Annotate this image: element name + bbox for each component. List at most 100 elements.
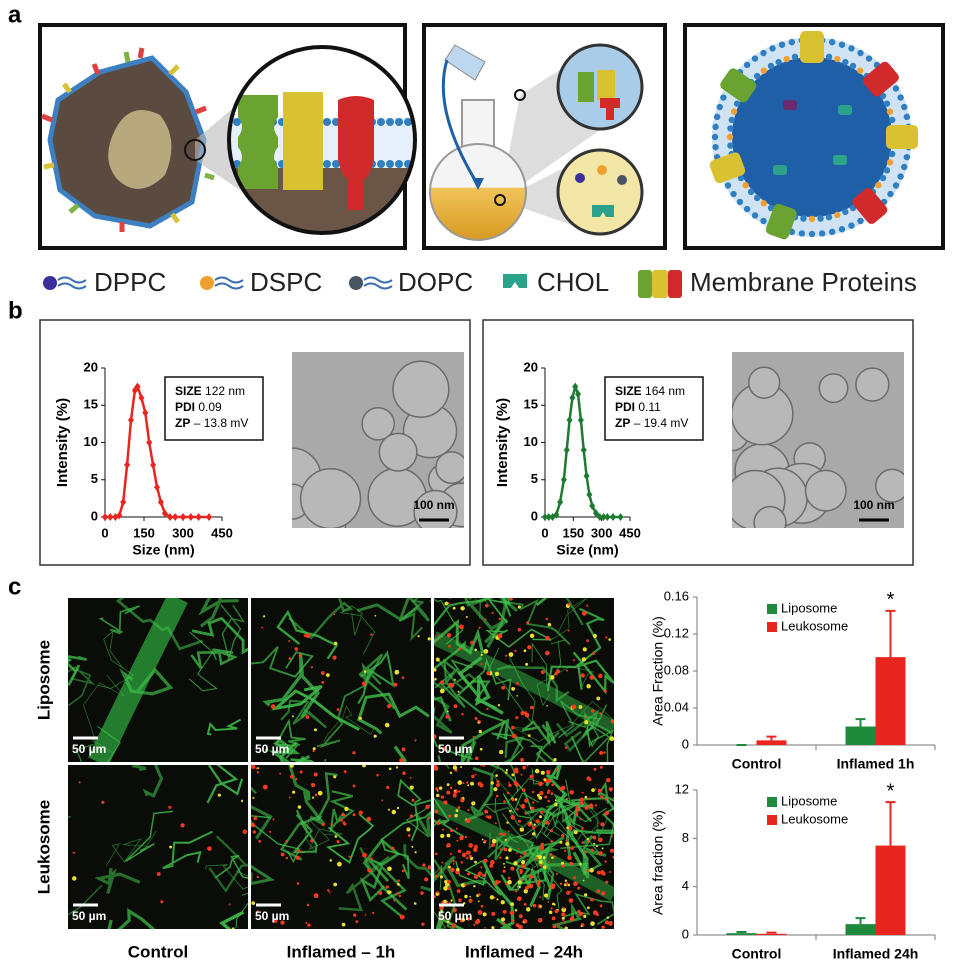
data-point <box>560 475 567 484</box>
stats-line: PDI 0.09 <box>175 400 222 414</box>
particle <box>495 774 499 777</box>
particle <box>386 890 391 895</box>
particle <box>590 921 595 926</box>
data-line <box>105 383 209 519</box>
particle <box>547 799 550 803</box>
particle <box>545 617 549 621</box>
scale-bar-label: 100 nm <box>413 498 454 512</box>
particle <box>550 792 554 795</box>
particle <box>352 751 356 755</box>
lipid-head <box>842 208 849 216</box>
particle <box>466 917 471 921</box>
lipid-head <box>838 41 846 48</box>
particle <box>606 916 610 919</box>
legend-label: CHOL <box>537 267 609 297</box>
particle <box>589 675 595 680</box>
y-tick-label: 0 <box>531 508 538 523</box>
vessel <box>357 650 395 705</box>
x-axis-label: Size (nm) <box>132 542 194 558</box>
y-tick-label: 0.12 <box>664 625 689 640</box>
lipid-head <box>728 116 735 124</box>
particle <box>457 806 461 809</box>
vessel <box>569 796 614 823</box>
particle <box>575 805 579 808</box>
significance: * <box>887 780 895 802</box>
bar <box>845 726 876 745</box>
particle <box>461 917 466 922</box>
particle <box>427 865 431 870</box>
data-point <box>553 510 560 519</box>
particle <box>458 647 462 651</box>
lipid-head <box>386 118 394 126</box>
particle <box>535 858 538 861</box>
error-bar <box>885 609 896 658</box>
vessel <box>541 765 568 828</box>
stats-value: 0.09 <box>198 400 222 414</box>
particle <box>530 806 535 811</box>
particle <box>485 815 489 818</box>
particle <box>523 889 529 894</box>
particle <box>440 916 443 919</box>
error-bar <box>855 718 866 727</box>
lipid-head <box>730 108 738 115</box>
cholesterol <box>833 155 847 165</box>
particle <box>264 748 269 752</box>
particle <box>598 851 603 856</box>
particle <box>491 926 495 929</box>
particle <box>498 832 502 836</box>
particle <box>568 898 574 903</box>
particle <box>612 797 614 799</box>
lipid-head <box>818 230 826 237</box>
particle <box>459 836 464 840</box>
legend-label: Leukosome <box>781 618 848 633</box>
particle <box>428 817 431 820</box>
scale-bar-label: 50 µm <box>438 742 472 756</box>
particle <box>466 781 469 784</box>
lipid-head <box>901 163 908 171</box>
particle <box>509 809 512 813</box>
particle <box>490 860 495 865</box>
particle <box>420 891 424 895</box>
bar <box>756 933 787 935</box>
cholesterol <box>773 165 787 175</box>
particle <box>468 843 474 848</box>
vessel <box>464 767 494 823</box>
lipid-head <box>849 62 857 70</box>
data-point <box>604 513 611 521</box>
particle <box>573 830 578 835</box>
particle <box>548 910 553 915</box>
particle <box>561 916 565 920</box>
particle <box>297 805 302 809</box>
tem-image <box>732 352 904 528</box>
particle <box>444 601 449 606</box>
particle <box>391 846 395 850</box>
particle <box>486 671 491 676</box>
particle <box>294 647 299 651</box>
particle <box>581 791 584 794</box>
particle <box>263 615 266 618</box>
particle <box>604 860 607 863</box>
vessel <box>570 829 614 836</box>
particle <box>280 920 285 925</box>
particle <box>591 709 595 713</box>
error-bar <box>855 917 866 925</box>
particle <box>321 822 325 827</box>
particle <box>590 848 594 852</box>
vessel <box>434 855 487 888</box>
particle <box>551 783 554 787</box>
stats-line: PDI 0.11 <box>615 400 661 414</box>
particle <box>574 812 579 816</box>
particle <box>481 873 485 877</box>
vessel <box>521 720 557 747</box>
data-point <box>566 416 573 425</box>
particle <box>519 871 523 875</box>
particle <box>313 893 319 899</box>
particle <box>401 676 405 680</box>
particle <box>477 721 480 724</box>
lipid-head <box>856 67 864 74</box>
particle <box>485 604 489 608</box>
particle <box>584 893 588 897</box>
particle <box>474 717 478 721</box>
particle <box>554 799 557 802</box>
particle <box>478 626 481 629</box>
